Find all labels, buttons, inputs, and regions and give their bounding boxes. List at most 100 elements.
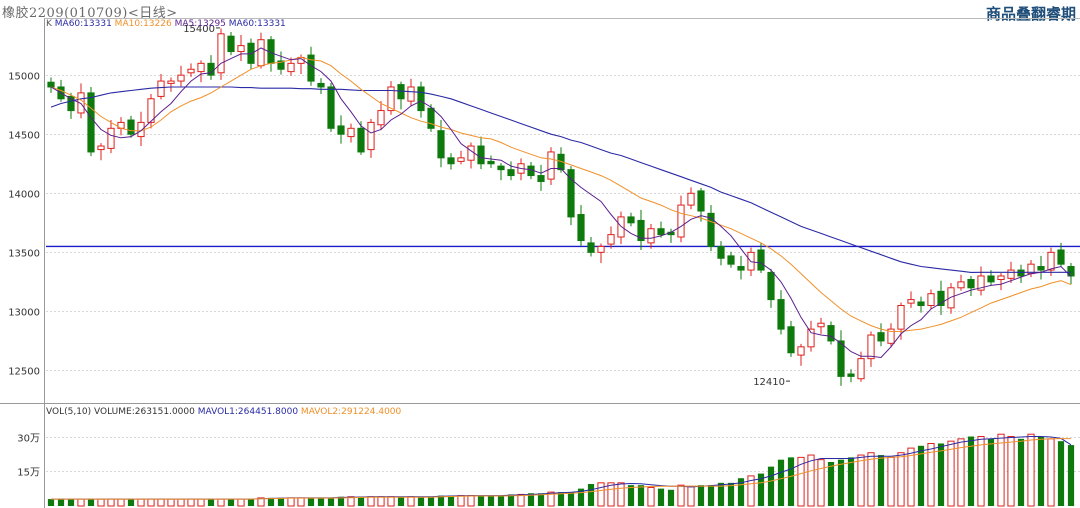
volume-bar-down: [317, 497, 325, 506]
candle-body-down: [417, 86, 425, 112]
volume-bar-up: [387, 496, 395, 507]
volume-bar-down: [1037, 436, 1045, 506]
legend-entry: MA60:13331: [55, 19, 112, 29]
candle-body-down: [717, 245, 725, 259]
volume-bar-up: [887, 456, 895, 507]
candle-body-down: [757, 249, 765, 271]
candle-body-down: [1037, 266, 1045, 271]
volume-bar-up: [377, 496, 385, 507]
volume-bar-down: [967, 436, 975, 506]
candle-body-down: [1017, 269, 1025, 277]
candle-body-up: [1007, 269, 1015, 279]
volume-bar-down: [987, 438, 995, 506]
volume-bar-up: [117, 498, 125, 507]
candle-body-down: [227, 35, 235, 53]
candle-body-up: [867, 334, 875, 360]
candle-body-up: [977, 275, 985, 291]
volume-bar-up: [177, 498, 185, 507]
candle-body-down: [437, 130, 445, 159]
volume-bar-up: [647, 486, 655, 507]
candle-body-up: [1047, 251, 1055, 271]
candle-body-up: [97, 145, 105, 151]
volume-bar-down: [707, 485, 715, 506]
candle-body-up: [907, 299, 915, 304]
ma60-line: [50, 86, 1071, 273]
volume-bar-down: [847, 457, 855, 506]
volume-grid: [46, 437, 1080, 472]
candle-body-down: [987, 275, 995, 283]
candle-body-up: [807, 328, 815, 348]
ma5-line: [50, 47, 1072, 359]
volume-bar-down: [127, 499, 135, 506]
volume-bar-up: [1027, 433, 1035, 507]
volume-bar-up: [977, 436, 985, 507]
candle-body-up: [177, 74, 185, 82]
candle-body-up: [387, 86, 395, 112]
volume-bar-up: [107, 498, 115, 507]
candle-body-down: [767, 271, 775, 301]
candle-body-down: [917, 301, 925, 306]
volume-bar-up: [287, 497, 295, 507]
volume-bar-down: [1017, 438, 1025, 506]
volume-bar-down: [507, 494, 515, 506]
candle-body-up: [107, 127, 115, 149]
volume-bar-down: [437, 495, 445, 506]
candle-body-up: [407, 86, 415, 102]
volume-bar-down: [757, 473, 765, 506]
candle-body-up: [597, 245, 605, 253]
chart-title: 橡胶2209(010709)<日线>: [2, 6, 178, 21]
volume-bar-down: [227, 499, 235, 506]
volume-bars: [47, 433, 1075, 507]
volume-bar-down: [427, 496, 435, 506]
volume-bar-down: [67, 499, 75, 506]
volume-bar-up: [1047, 438, 1055, 507]
candle-body-up: [647, 228, 655, 244]
volume-bar-down: [327, 497, 335, 506]
volume-bar-down: [527, 493, 535, 506]
volume-bar-up: [237, 498, 245, 507]
candle-body-up: [157, 80, 165, 97]
legend-entry: MAVOL1:264451.8000: [195, 407, 298, 417]
candle-body-down: [707, 212, 715, 247]
candle-body-down: [447, 157, 455, 165]
candle-body-down: [587, 242, 595, 253]
candle-body-down: [487, 160, 495, 165]
candle-body-up: [957, 281, 965, 289]
volume-bar-down: [587, 484, 595, 506]
candle-body-down: [837, 340, 845, 377]
volume-bar-down: [57, 499, 65, 506]
candle-body-up: [687, 192, 695, 206]
candle-body-up: [857, 358, 865, 380]
volume-bar-up: [747, 475, 755, 507]
candle-body-up: [217, 33, 225, 74]
price-grid: [46, 75, 1080, 371]
volume-bar-down: [657, 488, 665, 506]
candle-body-up: [367, 121, 375, 151]
low-label: 12410: [753, 377, 785, 388]
volume-bar-down: [827, 462, 835, 506]
candle-body-down: [537, 175, 545, 182]
volume-bar-down: [447, 495, 455, 506]
candle-body-down: [577, 214, 585, 242]
volume-bar-up: [607, 482, 615, 507]
volume-bar-down: [267, 497, 275, 506]
candle-body-down: [637, 219, 645, 242]
candle-body-up: [197, 62, 205, 73]
volume-bar-up: [367, 496, 375, 507]
volume-bar-down: [1057, 441, 1065, 506]
volume-bar-up: [957, 438, 965, 507]
candle-body-down: [657, 228, 665, 236]
volume-ticks: 15万 30万: [17, 434, 40, 479]
volume-bar-up: [157, 498, 165, 507]
volume-bar-up: [217, 498, 225, 507]
extreme-annotations: 15400 12410: [183, 24, 790, 388]
volume-bar-up: [97, 498, 105, 507]
candle-body-down: [317, 82, 325, 88]
candle-body-up: [147, 98, 155, 123]
candle-body-down: [777, 299, 785, 330]
volume-bar-up: [467, 495, 475, 507]
candle-body-down: [737, 266, 745, 271]
candle-body-down: [877, 332, 885, 342]
candle-body-up: [927, 293, 935, 306]
